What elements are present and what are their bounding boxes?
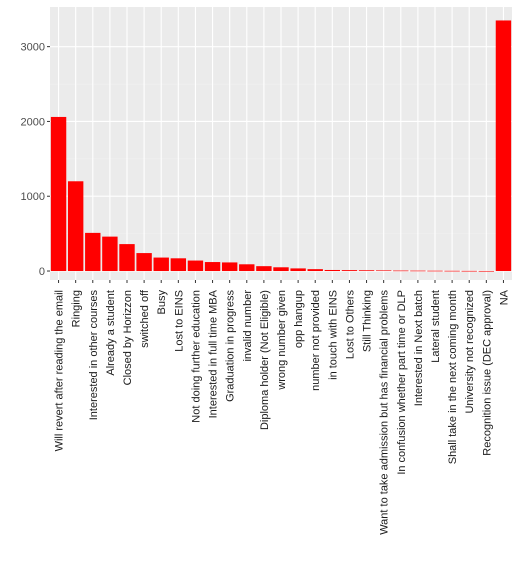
bar — [239, 264, 255, 272]
x-tick-label: wrong number given — [276, 290, 288, 391]
x-tick-label: in touch with EINS — [327, 290, 339, 380]
bar — [102, 236, 118, 272]
x-tick-label: Already a student — [105, 290, 117, 376]
x-tick-label: Interested in Next batch — [413, 290, 425, 406]
x-axis: Will revert after reading the email Ringi… — [54, 280, 510, 535]
bar — [119, 244, 135, 272]
bar — [444, 270, 460, 272]
x-tick-label: invalid number — [242, 290, 254, 362]
y-axis: 0 1000 2000 3000 — [21, 42, 50, 278]
x-tick-label: Ringing — [71, 290, 83, 327]
bar — [67, 181, 84, 272]
bars — [50, 20, 512, 272]
x-tick-label: Will revert after reading the email — [54, 290, 66, 451]
bar — [136, 253, 152, 272]
bar — [187, 260, 204, 272]
bar — [153, 257, 169, 272]
x-tick-label: Lost to EINS — [173, 290, 185, 352]
bar — [358, 270, 375, 272]
bar — [495, 20, 512, 272]
y-tick-label: 0 — [39, 266, 45, 278]
bar — [324, 269, 341, 272]
bar — [393, 270, 409, 272]
y-tick-label: 3000 — [21, 42, 45, 54]
bar — [307, 269, 323, 272]
x-tick-label: Closed by Horizzon — [122, 290, 134, 385]
x-tick-label: switched off — [139, 289, 151, 348]
x-tick-label: Not doing further education — [190, 290, 202, 423]
x-tick-label: Recognition issue (DEC approval) — [481, 290, 493, 456]
y-tick-label: 1000 — [21, 191, 45, 203]
x-tick-label: Still Thinking — [362, 290, 374, 352]
x-tick-label: Diploma holder (Not Eligible) — [259, 290, 271, 430]
gridlines — [50, 7, 512, 280]
x-tick-label: Lost to Others — [344, 290, 356, 360]
x-tick-label: number not provided — [310, 290, 322, 391]
bar — [375, 270, 392, 272]
x-tick-label: Want to take admission but has financial… — [379, 290, 391, 535]
bar — [461, 270, 477, 272]
x-tick-label: Graduation in progress — [225, 290, 237, 402]
bar — [204, 262, 221, 272]
bar — [478, 270, 495, 272]
bar — [221, 262, 238, 272]
x-tick-label: Lateral student — [430, 290, 442, 363]
x-tick-label: Interested in other courses — [88, 290, 100, 421]
x-tick-label: University not recognized — [464, 290, 476, 414]
x-tick-label: NA — [498, 289, 510, 305]
bar — [85, 232, 101, 272]
bar — [170, 258, 187, 272]
bar — [50, 116, 67, 272]
bar — [341, 270, 358, 272]
x-tick-label: Busy — [156, 290, 168, 315]
y-tick-label: 2000 — [21, 116, 45, 128]
x-tick-label: Interested in full time MBA — [208, 289, 220, 418]
bar — [427, 270, 443, 272]
x-tick-label: Shall take in the next coming month — [447, 290, 459, 464]
bar — [256, 266, 272, 272]
bar — [410, 270, 426, 272]
x-tick-label: In confusion whether part time or DLP — [396, 290, 408, 475]
bar — [290, 268, 306, 272]
x-tick-label: opp hangup — [293, 290, 305, 348]
bar — [273, 267, 289, 272]
